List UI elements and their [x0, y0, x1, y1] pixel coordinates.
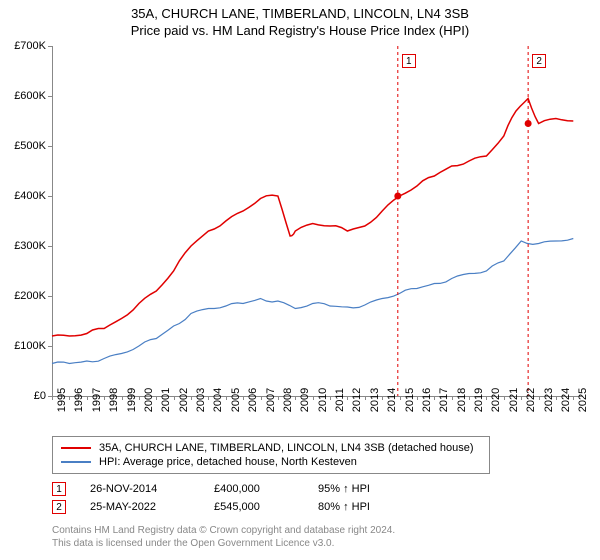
- x-tick-label: 2018: [456, 388, 468, 412]
- x-tick-label: 2025: [577, 388, 589, 412]
- x-tick-label: 1996: [73, 388, 85, 412]
- x-tick-label: 2023: [543, 388, 555, 412]
- transaction-pct-1: 95% ↑ HPI: [318, 483, 408, 495]
- x-tick-label: 2012: [351, 388, 363, 412]
- x-tick-label: 2013: [369, 388, 381, 412]
- x-tick-label: 2017: [438, 388, 450, 412]
- transaction-label-2: 2: [532, 54, 546, 68]
- x-tick-label: 2022: [525, 388, 537, 412]
- transaction-row-1: 1 26-NOV-2014 £400,000 95% ↑ HPI: [52, 480, 408, 498]
- footer-line-2: This data is licensed under the Open Gov…: [52, 537, 395, 550]
- x-tick-label: 2003: [195, 388, 207, 412]
- legend-row-2: HPI: Average price, detached house, Nort…: [61, 455, 481, 469]
- footer-line-1: Contains HM Land Registry data © Crown c…: [52, 524, 395, 537]
- title-address: 35A, CHURCH LANE, TIMBERLAND, LINCOLN, L…: [0, 6, 600, 21]
- x-tick-label: 1999: [126, 388, 138, 412]
- x-tick-label: 2006: [247, 388, 259, 412]
- transaction-date-2: 25-MAY-2022: [90, 501, 190, 513]
- legend-swatch-2: [61, 461, 91, 463]
- legend: 35A, CHURCH LANE, TIMBERLAND, LINCOLN, L…: [52, 436, 490, 474]
- y-tick-label: £400K: [0, 190, 46, 202]
- y-tick-label: £300K: [0, 240, 46, 252]
- y-tick-label: £0: [0, 390, 46, 402]
- title-subtitle: Price paid vs. HM Land Registry's House …: [0, 23, 600, 38]
- series-price_paid: [52, 99, 573, 337]
- transaction-row-2: 2 25-MAY-2022 £545,000 80% ↑ HPI: [52, 498, 408, 516]
- transaction-dot-2: [525, 120, 532, 127]
- title-block: 35A, CHURCH LANE, TIMBERLAND, LINCOLN, L…: [0, 0, 600, 38]
- transaction-marker-1: 1: [52, 482, 66, 496]
- x-tick-label: 2019: [473, 388, 485, 412]
- x-tick-label: 1995: [56, 388, 68, 412]
- legend-row-1: 35A, CHURCH LANE, TIMBERLAND, LINCOLN, L…: [61, 441, 481, 455]
- x-tick-label: 2010: [317, 388, 329, 412]
- x-tick-label: 2001: [160, 388, 172, 412]
- x-tick-label: 2016: [421, 388, 433, 412]
- x-tick-label: 2000: [143, 388, 155, 412]
- x-tick-label: 2009: [299, 388, 311, 412]
- y-tick-label: £500K: [0, 140, 46, 152]
- transaction-table: 1 26-NOV-2014 £400,000 95% ↑ HPI 2 25-MA…: [52, 480, 408, 516]
- x-tick-label: 2005: [230, 388, 242, 412]
- y-tick-label: £700K: [0, 40, 46, 52]
- x-tick-label: 2008: [282, 388, 294, 412]
- chart-svg: [52, 46, 582, 396]
- chart-container: 35A, CHURCH LANE, TIMBERLAND, LINCOLN, L…: [0, 0, 600, 560]
- x-tick-label: 2011: [334, 388, 346, 412]
- x-tick-label: 1997: [91, 388, 103, 412]
- chart-area: £0£100K£200K£300K£400K£500K£600K£700K199…: [52, 46, 582, 396]
- transaction-price-2: £545,000: [214, 501, 294, 513]
- transaction-dot-1: [394, 193, 401, 200]
- x-tick-label: 2021: [508, 388, 520, 412]
- y-tick-label: £100K: [0, 340, 46, 352]
- y-tick-label: £600K: [0, 90, 46, 102]
- x-tick-label: 2015: [404, 388, 416, 412]
- legend-label-1: 35A, CHURCH LANE, TIMBERLAND, LINCOLN, L…: [99, 442, 474, 454]
- x-tick-label: 2002: [178, 388, 190, 412]
- x-tick-label: 1998: [108, 388, 120, 412]
- transaction-price-1: £400,000: [214, 483, 294, 495]
- transaction-label-1: 1: [402, 54, 416, 68]
- x-tick-label: 2007: [265, 388, 277, 412]
- y-tick-label: £200K: [0, 290, 46, 302]
- x-tick-label: 2024: [560, 388, 572, 412]
- x-tick-label: 2014: [386, 388, 398, 412]
- legend-swatch-1: [61, 447, 91, 449]
- footer: Contains HM Land Registry data © Crown c…: [52, 524, 395, 550]
- transaction-date-1: 26-NOV-2014: [90, 483, 190, 495]
- x-tick-label: 2004: [212, 388, 224, 412]
- legend-label-2: HPI: Average price, detached house, Nort…: [99, 456, 357, 468]
- transaction-marker-2: 2: [52, 500, 66, 514]
- x-tick-label: 2020: [490, 388, 502, 412]
- series-hpi: [52, 239, 573, 364]
- transaction-pct-2: 80% ↑ HPI: [318, 501, 408, 513]
